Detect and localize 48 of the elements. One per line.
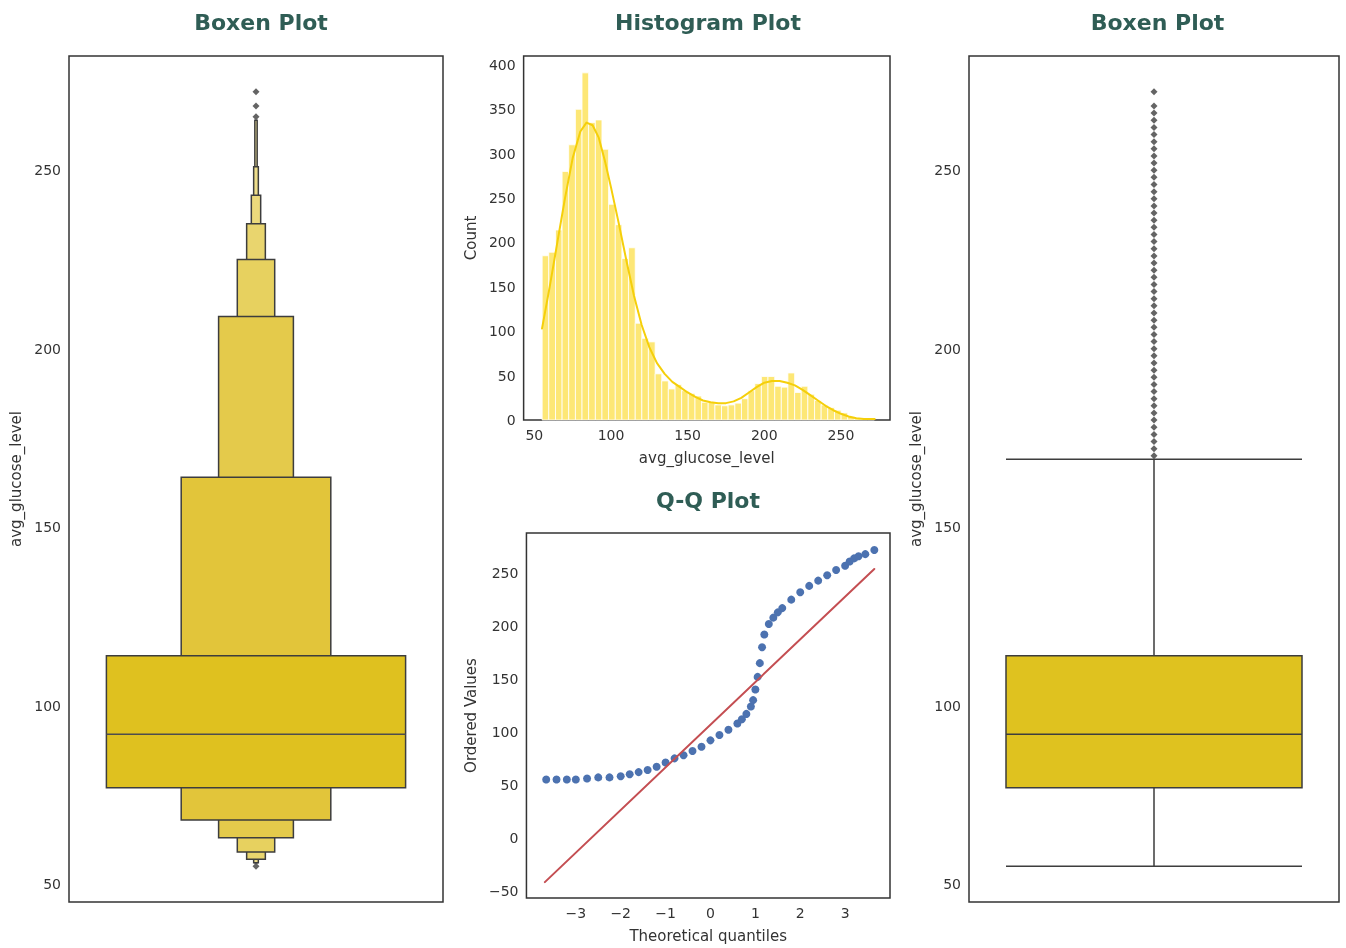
y-tick-label: 250 (934, 162, 961, 179)
x-tick-label: −2 (610, 905, 632, 921)
y-tick-label: 200 (491, 618, 519, 635)
x-axis-title: Theoretical quantiles (628, 926, 788, 945)
y-tick-label: 0 (509, 829, 519, 846)
y-tick-label: 300 (488, 145, 516, 162)
x-tick-label: −1 (655, 905, 676, 921)
y-axis-title: Count (461, 215, 480, 261)
x-tick-label: 1 (750, 905, 760, 921)
x-tick-label: 200 (750, 427, 778, 443)
x-tick-label: 2 (795, 905, 805, 921)
y-tick-label: −50 (488, 882, 519, 899)
y-tick-label: 100 (488, 323, 516, 340)
chart-title: Boxen Plot (194, 9, 329, 35)
y-axis-title: Ordered Values (461, 657, 480, 773)
x-tick-label: 100 (597, 427, 625, 443)
x-tick-label: 150 (674, 427, 702, 443)
y-tick-label: 250 (491, 565, 519, 582)
y-tick-label: 50 (500, 776, 519, 793)
y-tick-label: 250 (488, 190, 516, 207)
y-tick-label: 150 (491, 671, 519, 687)
y-tick-label: 100 (34, 697, 61, 714)
chart-title: Boxen Plot (1090, 9, 1225, 35)
y-tick-label: 200 (934, 340, 961, 357)
y-tick-label: 100 (934, 697, 961, 714)
y-tick-label: 50 (497, 367, 516, 384)
y-tick-label: 150 (34, 519, 61, 536)
x-tick-label: 0 (706, 905, 715, 921)
y-tick-label: 200 (34, 340, 61, 357)
x-tick-label: 3 (840, 905, 850, 921)
chart-title: Histogram Plot (614, 9, 802, 35)
x-axis-title: avg_glucose_level (638, 448, 775, 468)
y-axis-title: avg_glucose_level (6, 411, 26, 547)
y-tick-label: 0 (506, 412, 516, 428)
y-tick-label: 100 (491, 723, 519, 740)
x-tick-label: 50 (525, 427, 544, 443)
y-tick-label: 50 (43, 876, 61, 893)
y-tick-label: 50 (943, 876, 961, 893)
x-tick-label: 250 (827, 427, 855, 443)
y-axis-title: avg_glucose_level (906, 411, 926, 547)
y-tick-label: 200 (488, 234, 516, 251)
y-tick-label: 150 (488, 278, 516, 295)
y-tick-label: 400 (488, 56, 516, 73)
y-tick-label: 150 (934, 519, 961, 536)
chart-title: Q-Q Plot (656, 487, 761, 513)
x-tick-label: −3 (565, 905, 587, 921)
y-tick-label: 350 (488, 101, 516, 118)
y-tick-label: 250 (34, 162, 61, 179)
